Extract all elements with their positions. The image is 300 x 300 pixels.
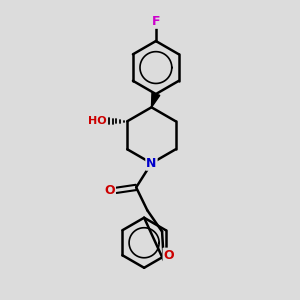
Text: HO: HO (88, 116, 107, 126)
Text: N: N (146, 157, 157, 170)
Text: F: F (152, 15, 160, 28)
Polygon shape (152, 93, 160, 107)
Text: O: O (104, 184, 115, 197)
Text: O: O (164, 249, 174, 262)
